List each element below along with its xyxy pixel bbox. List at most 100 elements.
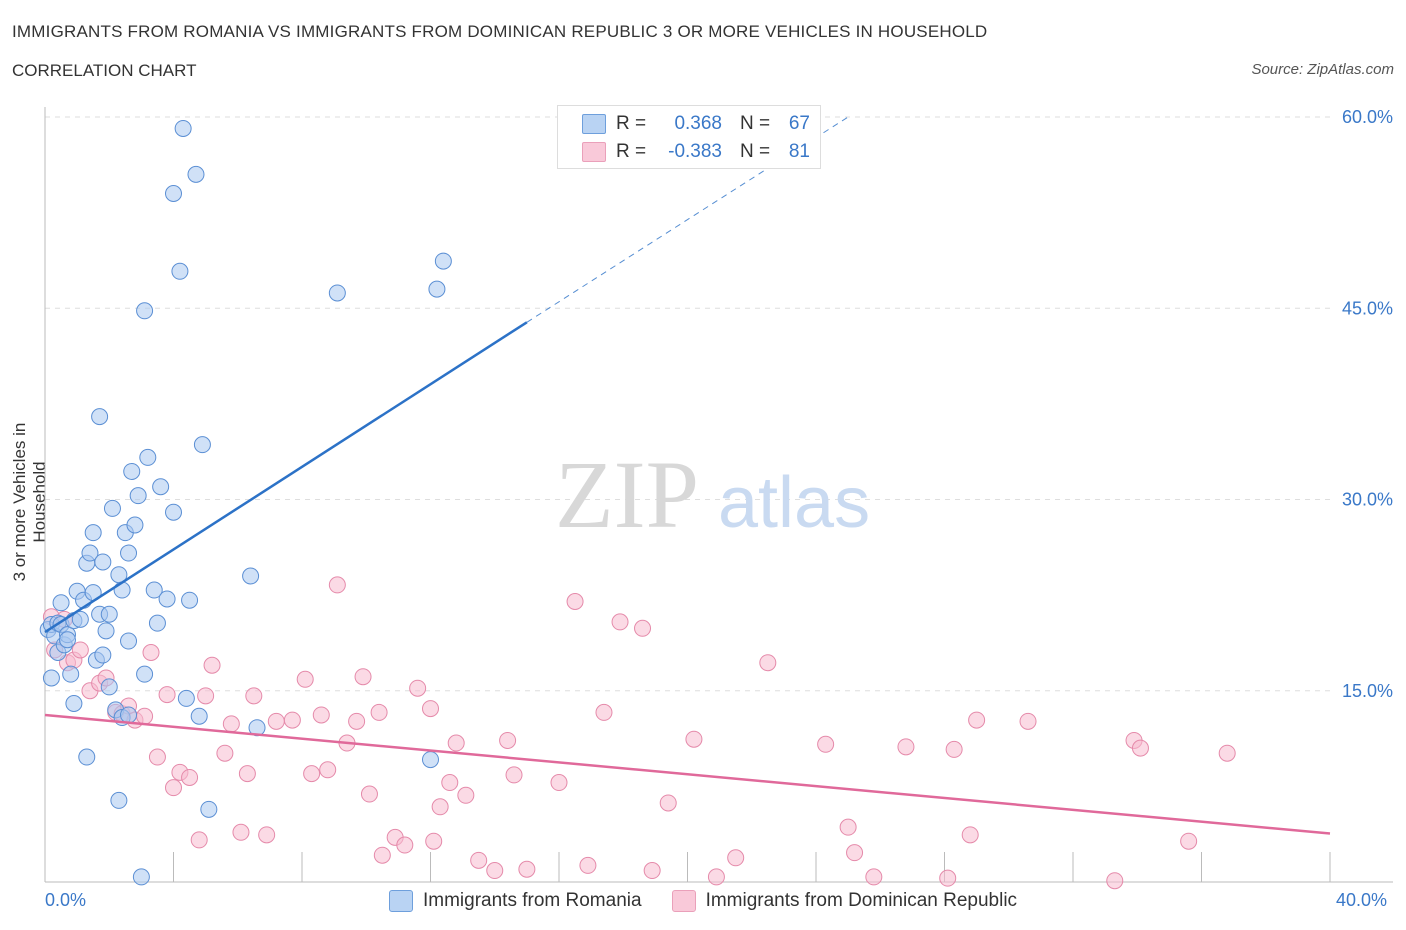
point-dominican — [258, 826, 276, 844]
point-dominican — [136, 707, 154, 725]
point-romania — [81, 544, 99, 562]
romania-r-value: 0.368 — [674, 113, 722, 134]
point-dominican — [328, 576, 346, 594]
point-dominican — [518, 860, 536, 878]
point-dominican — [197, 687, 215, 705]
point-dominican — [181, 768, 199, 786]
point-dominican — [499, 731, 517, 749]
point-dominican — [486, 862, 504, 880]
series-romania-points — [39, 119, 452, 886]
point-dominican — [846, 844, 864, 862]
point-dominican — [457, 786, 475, 804]
point-romania — [100, 605, 118, 623]
point-dominican — [1019, 712, 1037, 730]
point-dominican — [1106, 872, 1124, 890]
point-romania — [181, 591, 199, 609]
point-dominican — [422, 700, 439, 718]
x-tick-max: 40.0% — [1336, 890, 1388, 910]
legend-item-romania[interactable]: Immigrants from Romania — [389, 890, 642, 912]
point-romania — [145, 581, 163, 599]
point-romania — [422, 751, 439, 769]
point-dominican — [968, 711, 986, 729]
point-dominican — [727, 849, 745, 867]
point-dominican — [643, 862, 661, 880]
point-dominican — [238, 765, 256, 783]
point-romania — [62, 665, 80, 683]
romania-r-label: R = — [616, 113, 647, 134]
y-tick-label: 45.0% — [1342, 298, 1393, 318]
point-dominican — [1131, 739, 1149, 757]
point-dominican — [839, 818, 857, 836]
point-romania — [71, 610, 89, 628]
point-romania — [187, 165, 205, 183]
point-dominican — [190, 831, 208, 849]
point-dominican — [595, 703, 613, 721]
romania-n-label: N = — [740, 113, 771, 134]
point-romania — [148, 614, 166, 632]
point-dominican — [961, 826, 979, 844]
dominican-r-label: R = — [616, 141, 647, 162]
point-dominican — [354, 668, 372, 686]
point-dominican — [505, 766, 523, 784]
point-romania — [84, 524, 102, 542]
romania-swatch — [582, 114, 606, 134]
point-romania — [174, 119, 192, 137]
legend-row-dominican: R = -0.383 N = 81 — [558, 139, 810, 165]
point-romania — [434, 252, 452, 270]
legend-dominican-swatch — [671, 890, 696, 912]
point-dominican — [550, 774, 568, 792]
trend-romania-extension — [526, 116, 849, 323]
correlation-legend: R = 0.368 N = 67 R = -0.383 N = 81 — [557, 105, 821, 169]
point-dominican — [396, 836, 414, 854]
point-dominican — [296, 670, 314, 688]
point-dominican — [370, 703, 388, 721]
point-romania — [120, 632, 138, 650]
point-romania — [126, 516, 144, 534]
point-dominican — [634, 619, 652, 637]
point-romania — [94, 646, 112, 664]
legend-item-dominican[interactable]: Immigrants from Dominican Republic — [671, 890, 1018, 912]
legend-romania-swatch — [389, 890, 413, 912]
point-romania — [152, 478, 170, 496]
point-dominican — [165, 779, 182, 797]
point-dominican — [1218, 744, 1236, 762]
point-dominican — [232, 823, 250, 841]
point-dominican — [373, 846, 391, 864]
point-dominican — [142, 644, 160, 661]
point-romania — [100, 678, 118, 696]
point-dominican — [303, 765, 321, 783]
point-dominican — [425, 832, 443, 850]
point-dominican — [939, 869, 957, 887]
point-romania — [120, 544, 138, 562]
point-dominican — [441, 774, 459, 792]
grid-lines — [45, 116, 1330, 692]
point-romania — [139, 448, 157, 466]
point-dominican — [319, 761, 337, 779]
point-dominican — [348, 712, 366, 730]
y-tick-label: 15.0% — [1342, 681, 1393, 701]
legend-dominican-label: Immigrants from Dominican Republic — [705, 890, 1018, 911]
x-tick-min: 0.0% — [45, 890, 87, 910]
dominican-n-value: 81 — [788, 141, 810, 162]
series-legend: Immigrants from Romania Immigrants from … — [389, 890, 1047, 912]
trend-dominican — [44, 713, 1331, 835]
point-dominican — [409, 679, 427, 697]
point-romania — [165, 503, 182, 521]
point-romania — [78, 748, 96, 766]
source-note: Source: ZipAtlas.com — [1251, 61, 1394, 78]
point-dominican — [1180, 832, 1198, 850]
point-romania — [97, 622, 115, 640]
point-dominican — [817, 735, 835, 753]
point-dominican — [659, 794, 677, 812]
point-romania — [328, 284, 346, 302]
y-tick-label: 60.0% — [1342, 107, 1393, 127]
point-romania — [110, 791, 128, 809]
point-dominican — [611, 613, 629, 631]
romania-n-value: 67 — [788, 113, 810, 134]
point-dominican — [945, 740, 963, 758]
watermark-atlas: atlas — [718, 463, 870, 543]
dominican-swatch — [582, 142, 606, 162]
point-dominican — [158, 686, 176, 704]
point-dominican — [470, 851, 488, 869]
